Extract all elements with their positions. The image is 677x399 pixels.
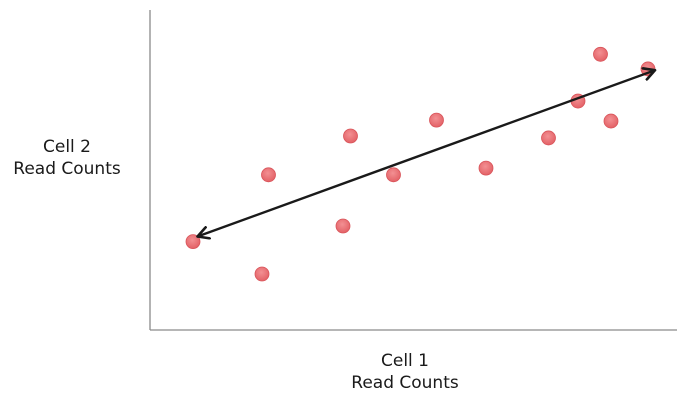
trend-arrow (198, 70, 656, 236)
data-point (429, 112, 444, 128)
x-axis-label: Cell 1 Read Counts (340, 350, 470, 394)
axes (149, 10, 677, 331)
trend-line-group (198, 70, 656, 236)
y-axis-label-line-2: Read Counts (13, 159, 121, 179)
data-point (386, 167, 401, 183)
x-axis-label-line-2: Read Counts (351, 373, 459, 393)
data-point (593, 46, 608, 62)
y-axis-label-line-1: Cell 2 (43, 137, 91, 157)
data-point (541, 130, 556, 146)
data-point (478, 160, 494, 176)
data-point (254, 266, 270, 282)
data-point (335, 218, 351, 234)
y-axis-label: Cell 2 Read Counts (2, 136, 132, 180)
x-axis-label-line-1: Cell 1 (381, 351, 429, 371)
data-point (603, 113, 619, 129)
data-points (185, 46, 656, 282)
data-point (343, 128, 358, 144)
data-point (261, 167, 276, 183)
